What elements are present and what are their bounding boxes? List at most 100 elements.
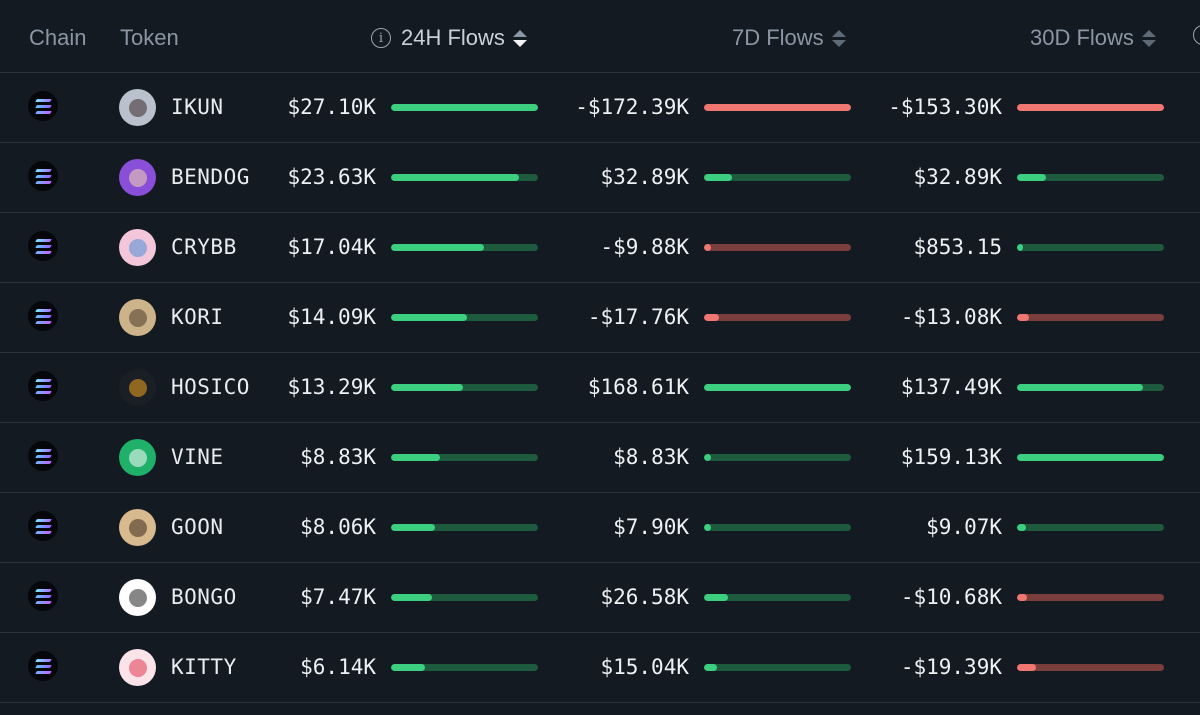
solana-chain-icon (28, 581, 58, 611)
kitty-avatar (119, 649, 156, 686)
vine-avatar (119, 439, 156, 476)
flow-value-7d: $15.04K (600, 655, 689, 679)
flow-bar-fill-30d (1017, 454, 1164, 461)
flow-value-30d: $9.07K (926, 515, 1002, 539)
flow-bar-fill-30d (1017, 314, 1029, 321)
table-row[interactable]: KITTY $6.14K $15.04K -$19.39K (0, 633, 1200, 703)
flow-bar-fill-30d (1017, 384, 1144, 391)
flow-bar-7d (704, 104, 851, 111)
flow-bar-30d (1017, 104, 1164, 111)
table-header: Chain Token i 24H Flows 7D Flows 30D Flo… (0, 0, 1200, 73)
table-row[interactable]: GOON $8.06K $7.90K $9.07K (0, 493, 1200, 563)
flow-bar-fill-7d (704, 664, 718, 671)
solana-chain-icon (28, 511, 58, 541)
column-header-30d-label: 30D Flows (1030, 25, 1134, 50)
flow-bar-30d (1017, 174, 1164, 181)
flow-value-30d: $32.89K (913, 165, 1002, 189)
table-row[interactable]: BENDOG $23.63K $32.89K $32.89K (0, 143, 1200, 213)
flow-bar-fill-24h (391, 594, 433, 601)
flow-bar-fill-30d (1017, 594, 1028, 601)
flow-bar-fill-7d (704, 174, 732, 181)
flow-bar-24h (391, 244, 538, 251)
flow-bar-24h (391, 174, 538, 181)
flow-bar-24h (391, 664, 538, 671)
flow-value-24h: $8.06K (300, 515, 376, 539)
flow-value-7d: $26.58K (600, 585, 689, 609)
column-header-token-label: Token (120, 25, 179, 50)
token-symbol[interactable]: IKUN (171, 95, 224, 119)
column-header-24h-flows[interactable]: i 24H Flows (371, 25, 527, 51)
flow-value-30d: $159.13K (900, 445, 1002, 469)
table-row[interactable]: KORI $14.09K -$17.76K -$13.08K (0, 283, 1200, 353)
flow-bar-7d (704, 664, 851, 671)
token-symbol[interactable]: KORI (171, 305, 224, 329)
flow-bar-fill-7d (704, 384, 851, 391)
flow-bar-fill-7d (704, 454, 712, 461)
sort-icon[interactable] (831, 29, 846, 47)
token-symbol[interactable]: BENDOG (171, 165, 250, 189)
flow-bar-30d (1017, 664, 1164, 671)
flow-bar-fill-24h (391, 664, 425, 671)
token-symbol[interactable]: CRYBB (171, 235, 237, 259)
flow-bar-fill-24h (391, 384, 464, 391)
flow-value-7d: $7.90K (613, 515, 689, 539)
column-header-30d-flows[interactable]: 30D Flows (1030, 25, 1156, 51)
flow-value-7d: $8.83K (613, 445, 689, 469)
flow-value-24h: $8.83K (300, 445, 376, 469)
solana-chain-icon (28, 161, 58, 191)
flow-value-7d: -$9.88K (600, 235, 689, 259)
token-symbol[interactable]: BONGO (171, 585, 237, 609)
flow-bar-30d (1017, 524, 1164, 531)
solana-chain-icon (28, 301, 58, 331)
flow-value-30d: -$19.39K (900, 655, 1002, 679)
flow-bar-30d (1017, 244, 1164, 251)
flow-bar-24h (391, 524, 538, 531)
hosico-avatar (119, 369, 156, 406)
flow-value-7d: $32.89K (600, 165, 689, 189)
token-symbol[interactable]: HOSICO (171, 375, 250, 399)
info-icon-partial[interactable]: i (1193, 25, 1200, 45)
flow-bar-24h (391, 594, 538, 601)
token-symbol[interactable]: KITTY (171, 655, 237, 679)
flow-bar-fill-7d (704, 594, 728, 601)
flow-bar-7d (704, 594, 851, 601)
solana-chain-icon (28, 651, 58, 681)
table-row[interactable]: IKUN $27.10K -$172.39K -$153.30K (0, 73, 1200, 143)
table-row[interactable]: HOSICO $13.29K $168.61K $137.49K (0, 353, 1200, 423)
flow-value-24h: $13.29K (287, 375, 376, 399)
flow-bar-fill-24h (391, 454, 440, 461)
table-row[interactable]: CRYBB $17.04K -$9.88K $853.15 (0, 213, 1200, 283)
flow-bar-fill-24h (391, 104, 538, 111)
flow-bar-fill-7d (704, 314, 719, 321)
column-header-token[interactable]: Token (120, 25, 179, 51)
flow-value-7d: $168.61K (587, 375, 689, 399)
info-icon[interactable]: i (371, 28, 391, 48)
flow-bar-24h (391, 454, 538, 461)
goon-avatar (119, 509, 156, 546)
ikun-avatar (119, 89, 156, 126)
flow-bar-7d (704, 384, 851, 391)
token-symbol[interactable]: VINE (171, 445, 224, 469)
column-header-24h-label: 24H Flows (401, 25, 505, 50)
token-flows-table: IKUN $27.10K -$172.39K -$153.30K BENDOG $23.6… (0, 73, 1200, 703)
flow-bar-7d (704, 314, 851, 321)
table-row[interactable]: BONGO $7.47K $26.58K -$10.68K (0, 563, 1200, 633)
column-header-7d-flows[interactable]: 7D Flows (732, 25, 846, 51)
flow-bar-fill-30d (1017, 244, 1023, 251)
sort-descending-icon[interactable] (512, 29, 527, 47)
flow-bar-fill-30d (1017, 104, 1164, 111)
flow-value-30d: -$10.68K (900, 585, 1002, 609)
token-symbol[interactable]: GOON (171, 515, 224, 539)
flow-bar-fill-24h (391, 174, 519, 181)
flow-value-30d: $137.49K (900, 375, 1002, 399)
solana-chain-icon (28, 441, 58, 471)
flow-value-24h: $27.10K (287, 95, 376, 119)
kori-avatar (119, 299, 156, 336)
sort-icon[interactable] (1141, 29, 1156, 47)
table-row[interactable]: VINE $8.83K $8.83K $159.13K (0, 423, 1200, 493)
flow-value-24h: $17.04K (287, 235, 376, 259)
column-header-chain[interactable]: Chain (29, 25, 86, 51)
flow-bar-24h (391, 314, 538, 321)
flow-value-30d: -$153.30K (888, 95, 1002, 119)
flow-bar-fill-24h (391, 524, 436, 531)
